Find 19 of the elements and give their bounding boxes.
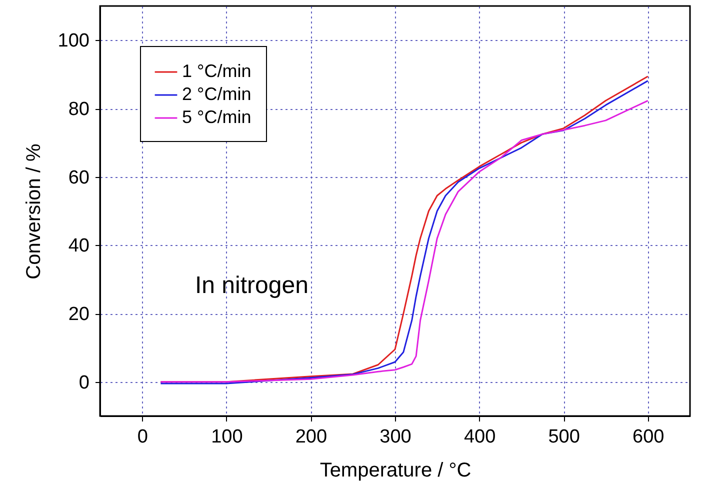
x-tick-label: 0 [137,426,148,448]
x-tick-label: 100 [211,426,243,448]
x-tick-label: 500 [548,426,580,448]
y-axis-title: Conversion / % [22,143,45,280]
annotation: In nitrogen [195,272,308,299]
x-axis-title: Temperature / °C [320,460,472,482]
y-tick-label: 80 [68,99,90,120]
y-tick-label: 40 [68,236,90,257]
y-tick-label: 20 [68,304,90,325]
legend-label: 1 °C/min [182,61,252,81]
legend-label: 2 °C/min [182,84,252,104]
legend-label: 5 °C/min [182,107,252,127]
y-tick-label: 60 [68,167,90,188]
x-tick-label: 200 [295,426,328,448]
y-tick-label: 100 [58,30,90,52]
x-tick-label: 300 [380,426,412,448]
y-tick-label: 0 [78,372,90,394]
x-tick-label: 600 [632,426,664,448]
x-tick-label: 400 [464,426,496,448]
